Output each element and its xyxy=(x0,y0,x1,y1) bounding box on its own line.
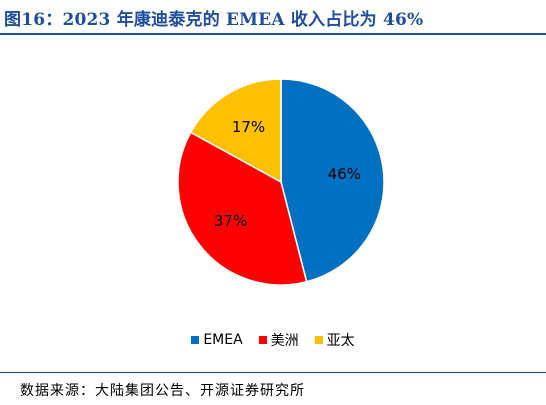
legend-label-emea: EMEA xyxy=(203,332,243,348)
data-label-emea: 46% xyxy=(328,165,361,183)
pie-chart: 46% 37% 17% xyxy=(177,78,385,286)
data-label-apac: 17% xyxy=(232,118,265,136)
legend-item-americas: 美洲 xyxy=(258,330,299,350)
legend-item-apac: 亚太 xyxy=(314,330,355,350)
pie-slice-americas xyxy=(177,131,308,286)
source-note: 数据来源：大陆集团公告、开源证券研究所 xyxy=(20,383,305,399)
legend-label-americas: 美洲 xyxy=(270,333,299,349)
figure-title: 图16：2023 年康迪泰克的 EMEA 收入占比为 46% xyxy=(4,10,424,30)
legend-swatch-americas xyxy=(258,336,267,344)
data-label-americas: 37% xyxy=(214,212,247,230)
pie-slice-apac xyxy=(189,78,282,184)
source-divider xyxy=(0,372,546,373)
legend-swatch-emea xyxy=(191,336,200,344)
pie-slice-emea xyxy=(280,78,385,283)
legend-swatch-apac xyxy=(314,336,323,344)
title-divider xyxy=(0,33,546,35)
legend-label-apac: 亚太 xyxy=(326,333,355,349)
legend-item-emea: EMEA xyxy=(191,330,243,350)
chart-legend: EMEA 美洲 亚太 xyxy=(0,330,546,350)
